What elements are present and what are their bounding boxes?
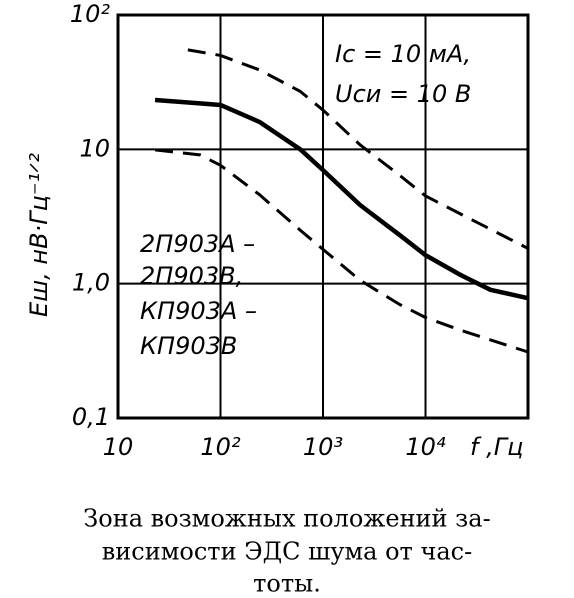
caption: Зона возможных положений за- (83, 505, 490, 533)
y-tick-label: 10 (79, 134, 110, 162)
y-axis-label: Eш, нВ·Гц⁻¹ᐟ² (25, 153, 53, 317)
y-tick-label: 0,1 (72, 403, 110, 431)
annotation: Iс = 10 мА, (335, 40, 471, 68)
y-tick-label: 10² (70, 0, 111, 28)
x-axis-label: f ,Гц (470, 433, 523, 461)
caption: тоты. (253, 570, 321, 598)
caption: висимости ЭДС шума от час- (102, 538, 472, 566)
plot-frame (116, 13, 530, 420)
line (154, 148, 529, 354)
annotation: КП903А – (140, 297, 257, 325)
annotation: КП903В (140, 332, 237, 360)
line (187, 48, 529, 250)
line (154, 97, 529, 301)
y-tick-label: 1,0 (72, 269, 110, 297)
annotation: 2П903В, (140, 262, 243, 290)
annotation: 2П903А – (140, 230, 255, 258)
x-tick-label: 10⁴ (405, 433, 446, 461)
annotation: Uси = 10 В (335, 80, 471, 108)
x-tick-label: 10 (103, 433, 134, 461)
x-tick-label: 10² (200, 433, 241, 461)
x-tick-label: 10³ (303, 433, 343, 461)
